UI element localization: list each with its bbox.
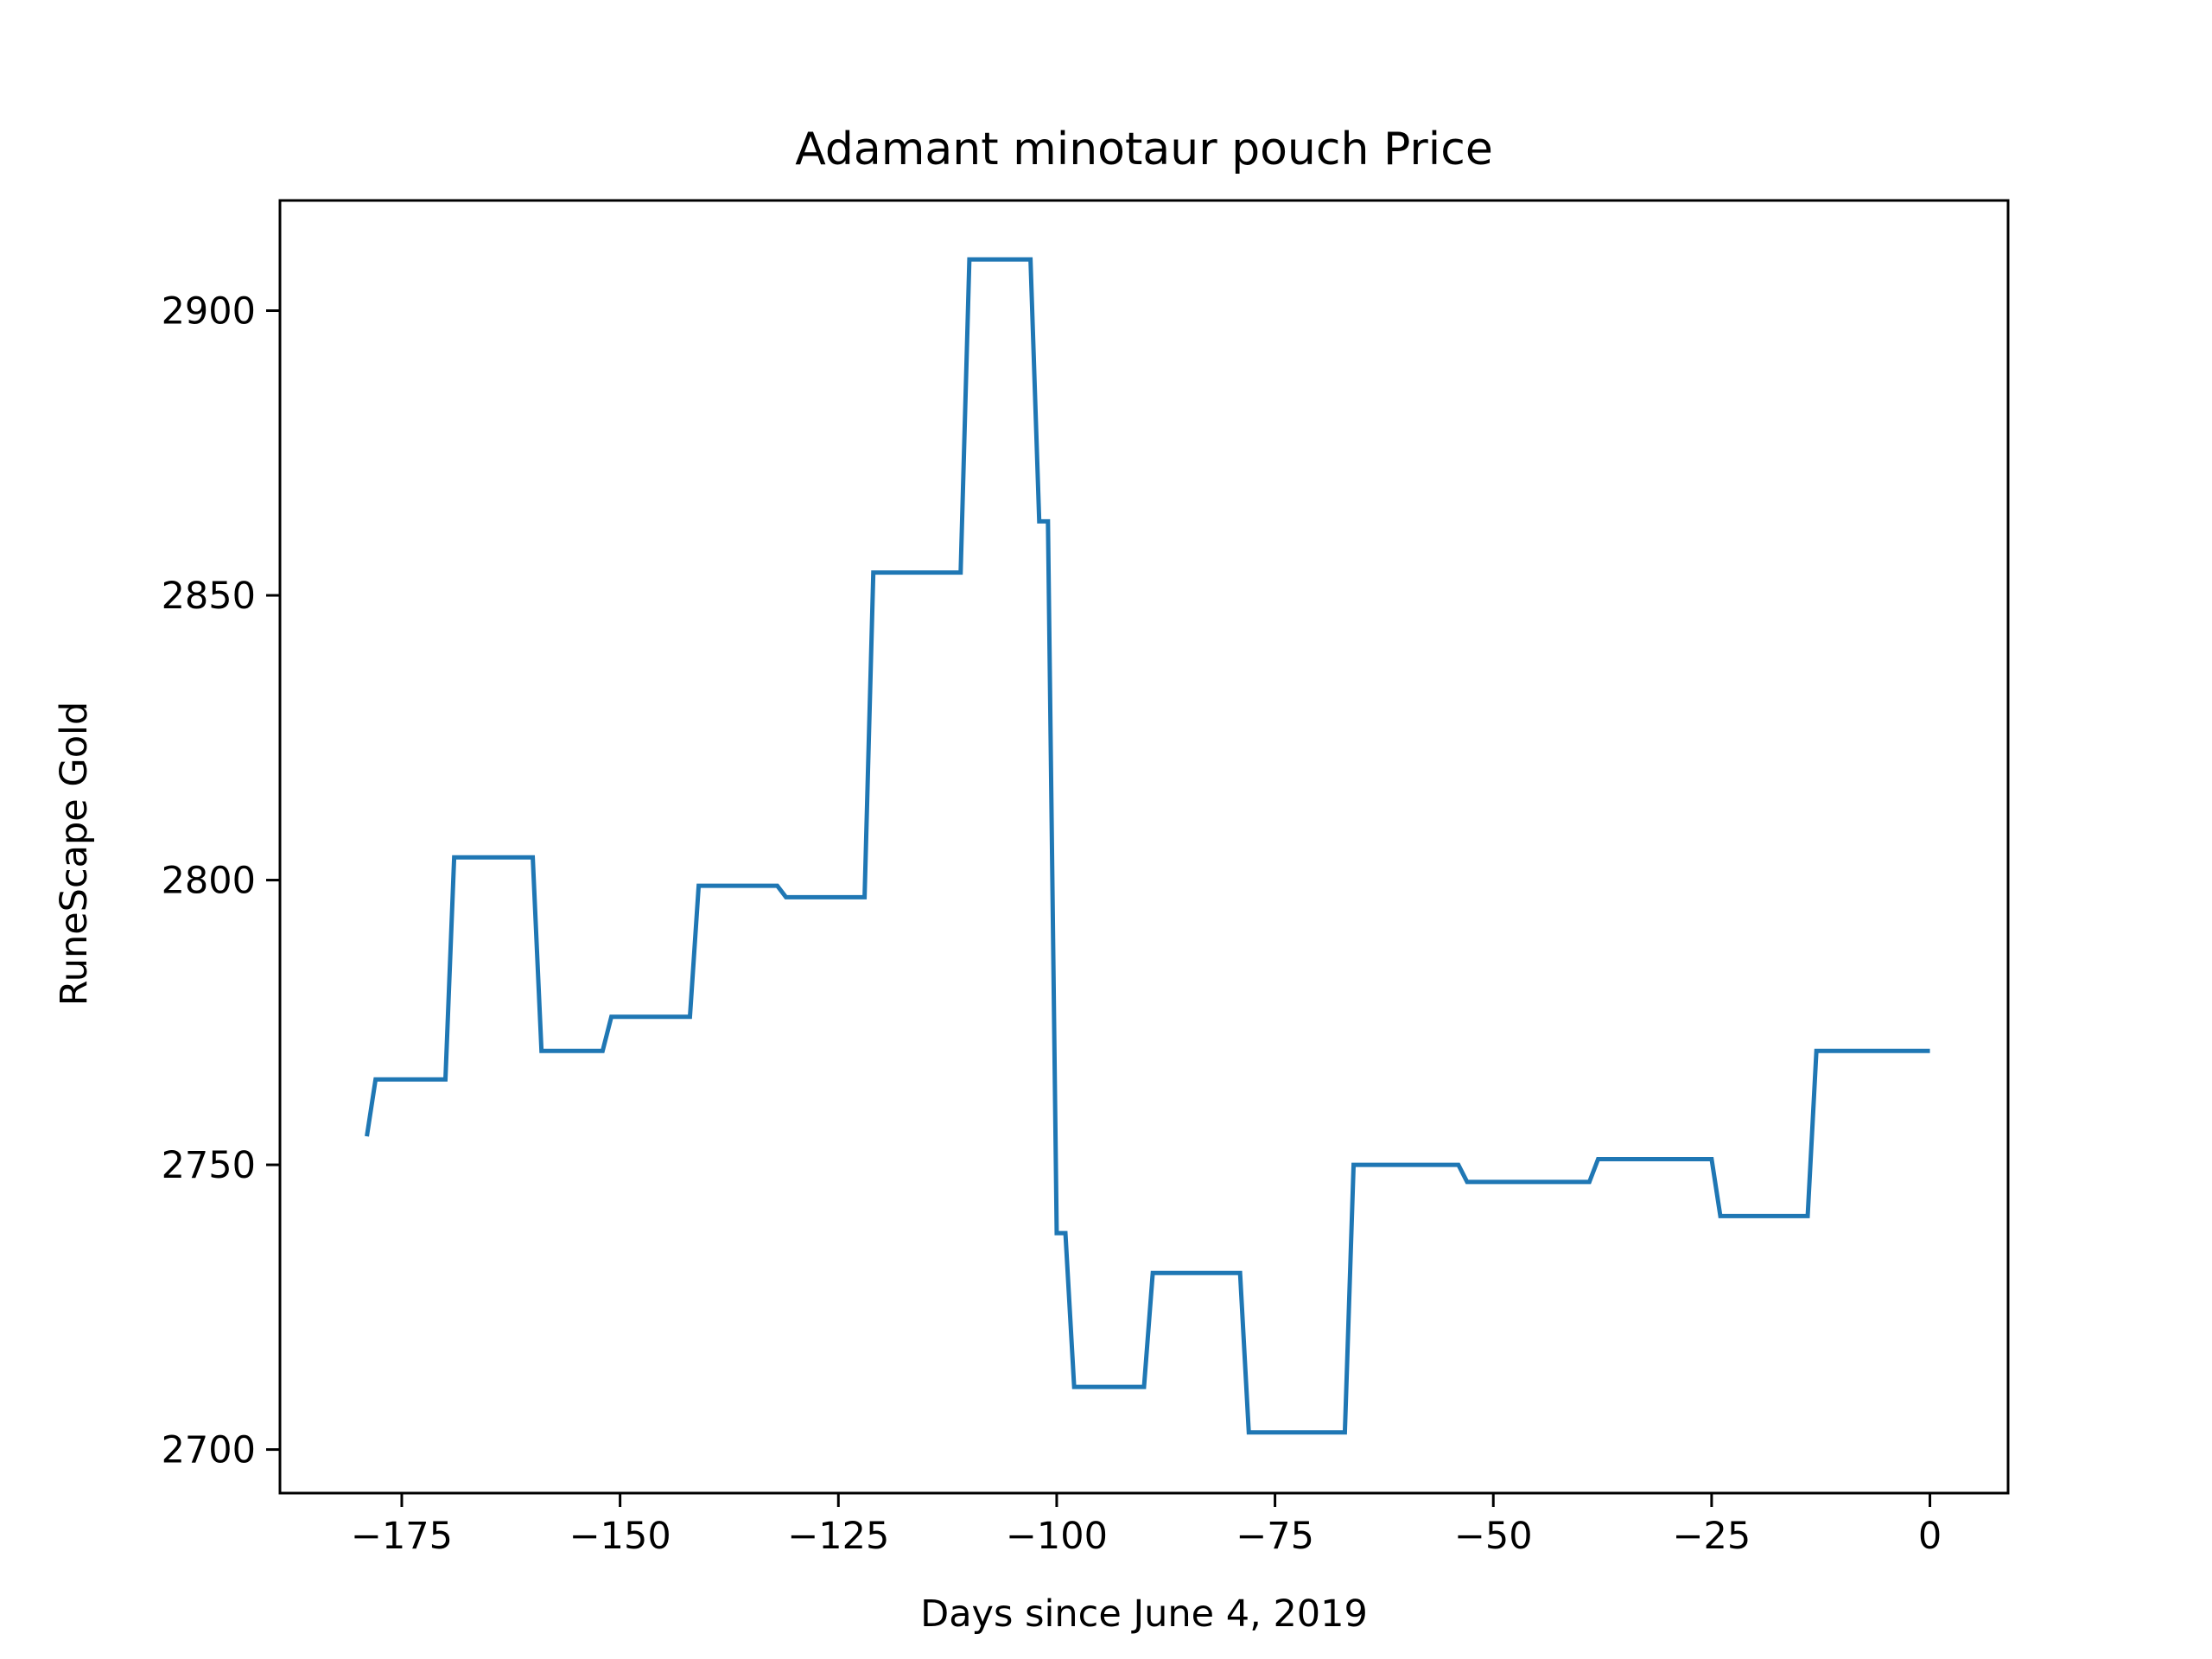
y-axis-label: RuneScape Gold: [53, 702, 96, 1006]
x-axis-label: Days since June 4, 2019: [920, 1592, 1368, 1636]
x-tick-label: −150: [569, 1515, 671, 1558]
x-tick-label: −125: [787, 1515, 889, 1558]
y-tick-label: 2700: [162, 1429, 256, 1472]
x-tick-label: −25: [1673, 1515, 1751, 1558]
y-tick-label: 2750: [162, 1144, 256, 1187]
y-tick-label: 2900: [162, 290, 256, 334]
plot-area: −175 −150 −125 −100 −75 −50 −25 0 2700 2750 2800 28…: [162, 199, 2010, 1558]
y-tick-label: 2800: [162, 860, 256, 903]
series-line-0: [365, 257, 1930, 1435]
chart-title: Adamant minotaur pouch Price: [795, 124, 1493, 175]
x-tick-label: 0: [1918, 1515, 1942, 1558]
x-tick-label: −75: [1236, 1515, 1314, 1558]
x-tick-label: −175: [351, 1515, 453, 1558]
x-tick-label: −50: [1454, 1515, 1533, 1558]
x-tick-label: −100: [1006, 1515, 1108, 1558]
axes-frame: [278, 199, 2010, 1495]
y-tick-label: 2850: [162, 575, 256, 618]
